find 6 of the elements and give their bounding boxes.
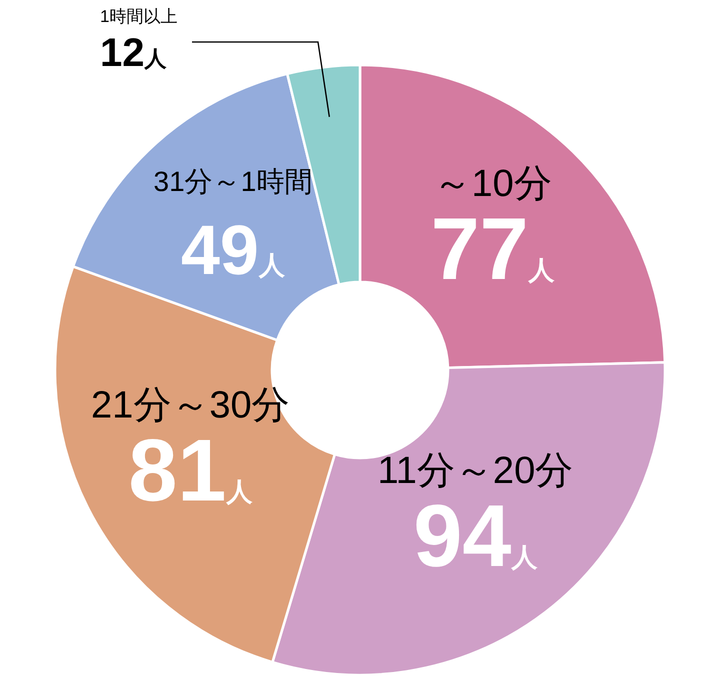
data-label: 12人: [100, 31, 168, 75]
slice-label: 31分～1時間: [154, 166, 312, 197]
slice-label: ～10分: [434, 162, 552, 205]
slice-label: 11分～20分: [377, 450, 574, 492]
slice-label: 1時間以上: [100, 7, 178, 26]
data-label: 49人: [180, 210, 286, 289]
